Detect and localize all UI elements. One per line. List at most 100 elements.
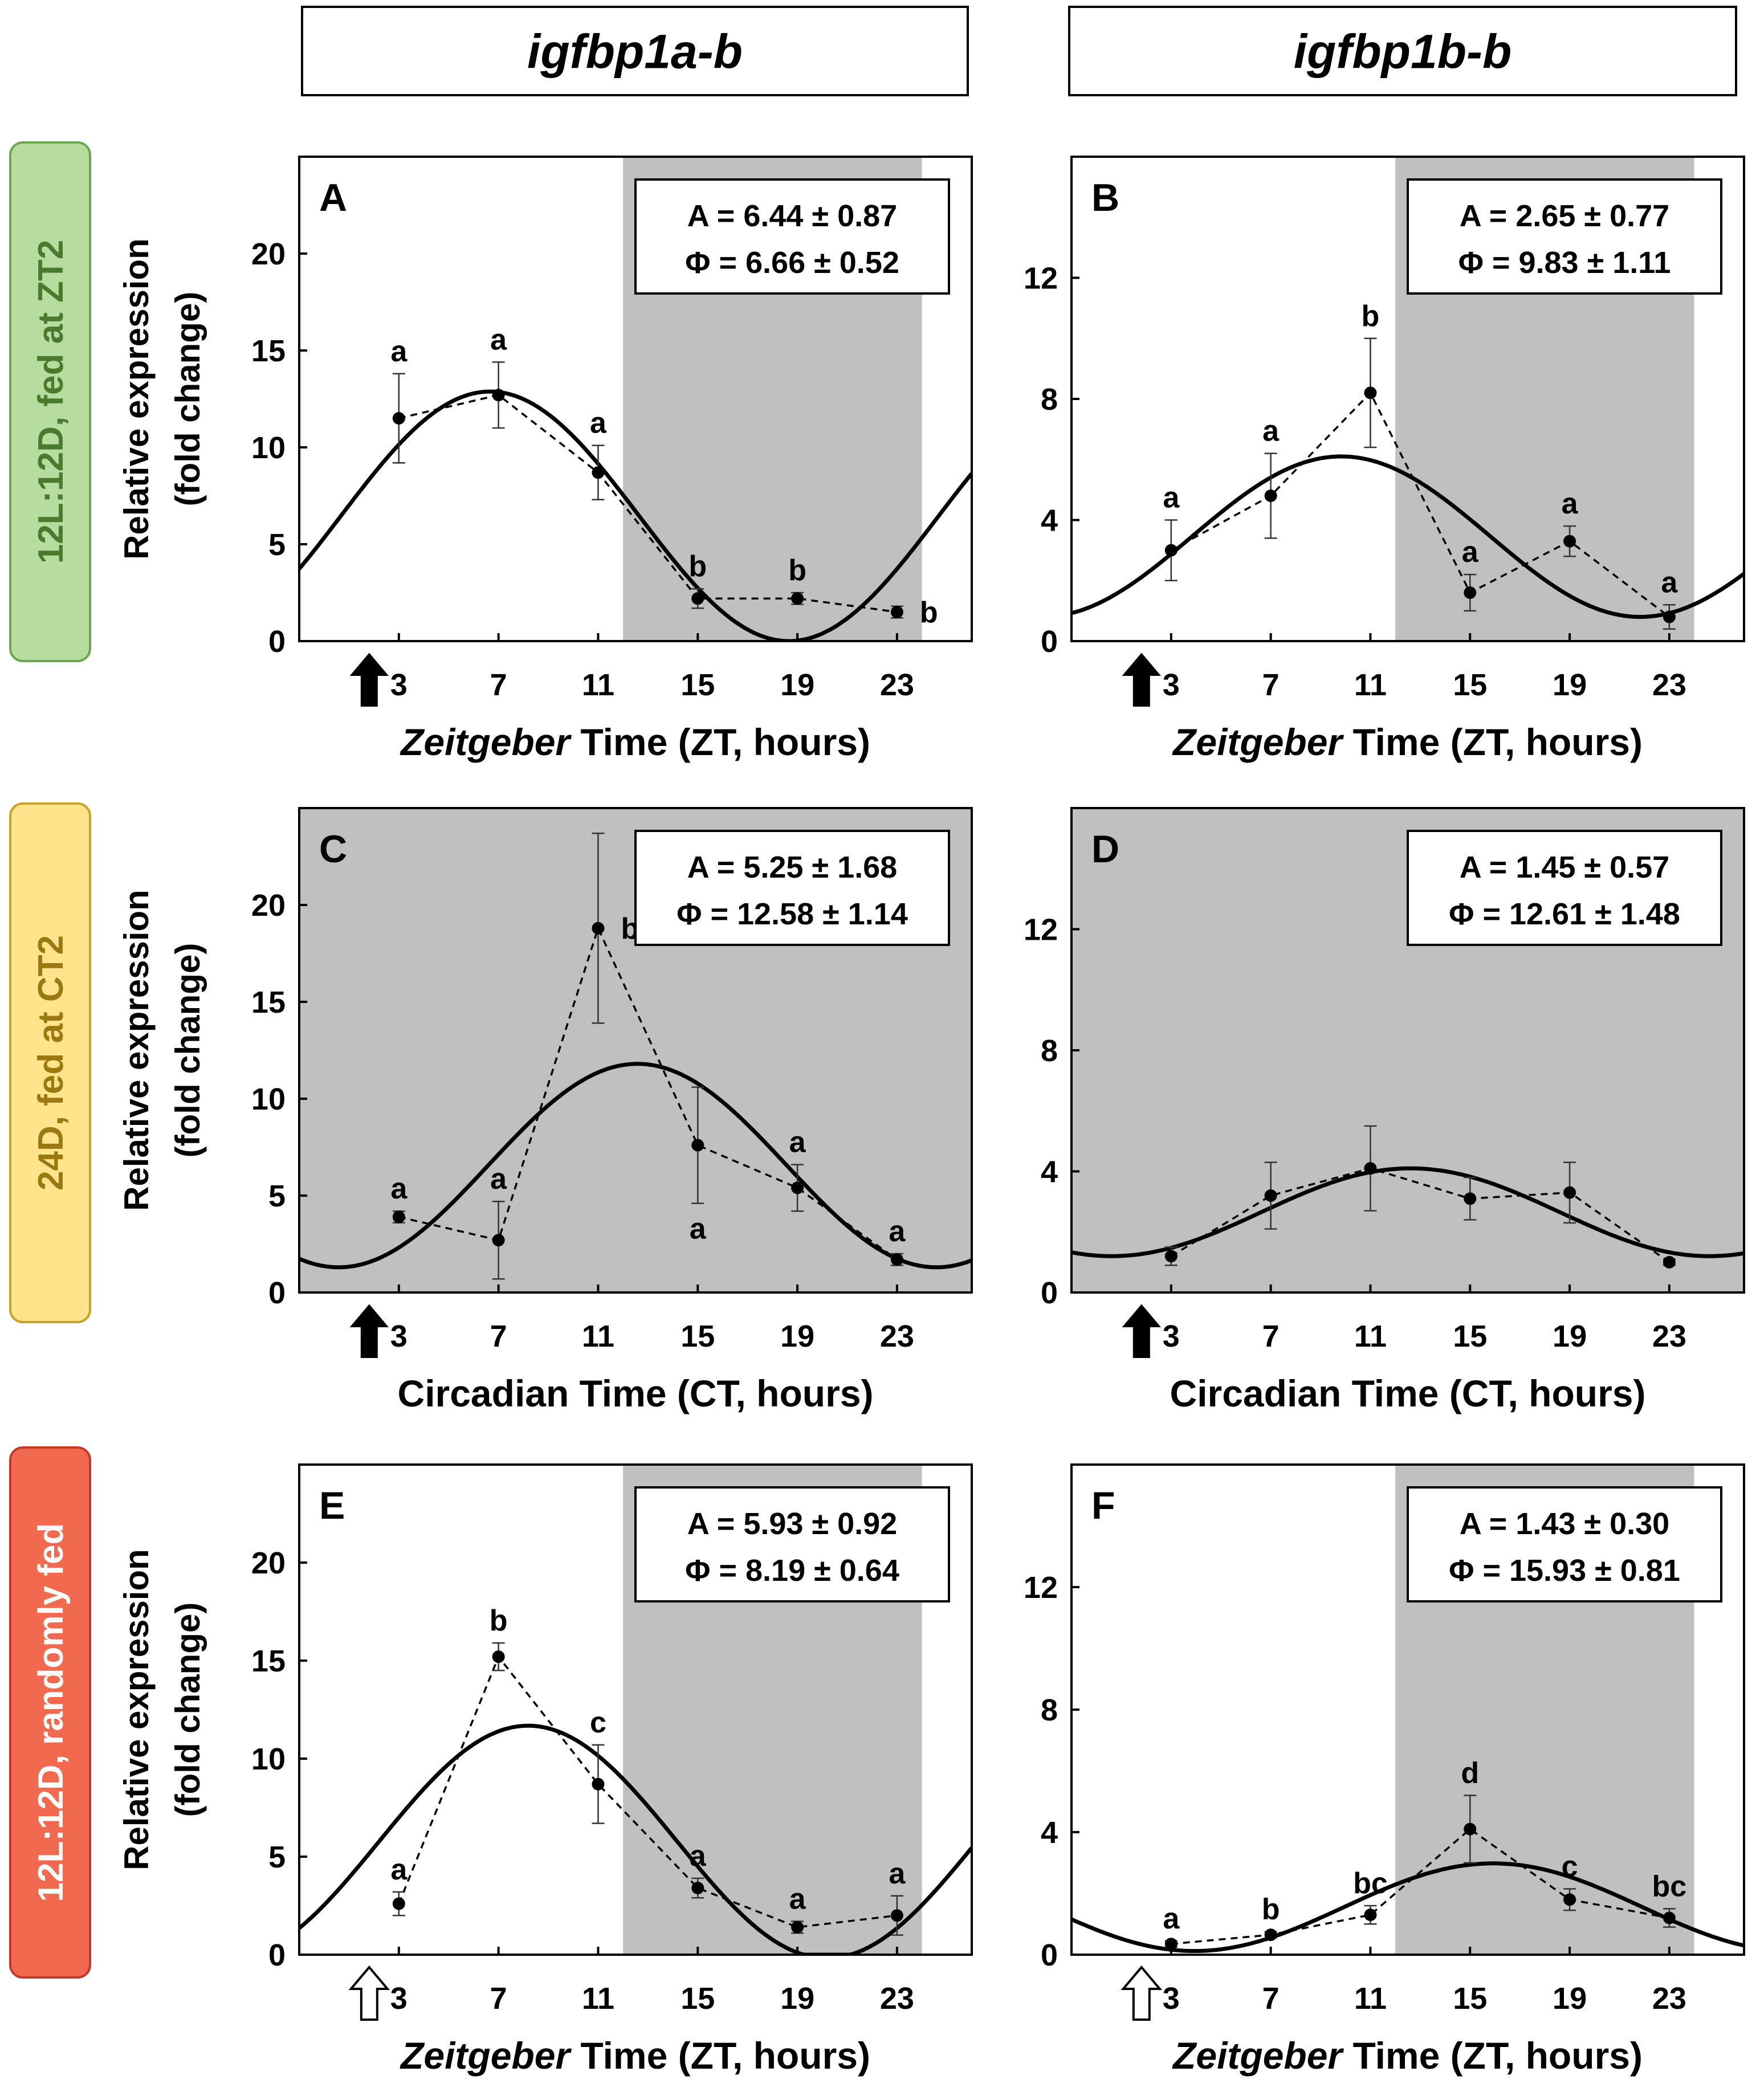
y-tick-label: 8 <box>1041 382 1058 417</box>
x-tick-label: 3 <box>1163 1319 1180 1353</box>
data-point <box>1464 1192 1476 1205</box>
x-tick-label: 19 <box>780 1981 814 2016</box>
x-tick-label: 7 <box>490 1319 507 1353</box>
x-tick-label: 3 <box>390 668 408 702</box>
x-tick-label: 7 <box>1262 1981 1280 2016</box>
data-point <box>592 1778 604 1791</box>
x-tick-label: 23 <box>880 1981 914 2016</box>
significance-letter: d <box>1461 1757 1479 1790</box>
feeding-time-arrow-icon <box>351 654 388 706</box>
x-tick-label: 19 <box>780 1319 814 1353</box>
data-point <box>1265 1928 1277 1941</box>
significance-letter: a <box>690 1213 707 1246</box>
significance-letter: b <box>688 550 707 583</box>
data-point <box>891 1909 903 1922</box>
x-tick-label: 19 <box>1553 1319 1587 1353</box>
x-tick-label: 11 <box>1354 1319 1387 1353</box>
data-point <box>592 466 604 479</box>
acrophase-value: Φ = 9.83 ± 1.11 <box>1458 246 1671 280</box>
x-tick-label: 23 <box>1652 668 1686 702</box>
amplitude-value: A = 6.44 ± 0.87 <box>687 199 897 233</box>
data-point <box>492 1234 505 1246</box>
data-point <box>1464 586 1476 599</box>
panel-letter: A <box>319 176 347 219</box>
data-point <box>492 389 505 401</box>
data-point <box>1165 544 1178 557</box>
panel-e: abcaaa051015203 7 11 15 19 23E A = 5.93 ± 0.92… <box>117 1465 972 2077</box>
y-tick-label: 20 <box>251 1546 286 1580</box>
panel-b: a a b a a a 0 4 8 12 3 7 11 15 19 23 B A = 2.65 ± 0.77 Φ =… <box>1024 157 1744 763</box>
significance-letter: b <box>1262 1893 1280 1926</box>
y-tick-label: 0 <box>268 1276 286 1310</box>
y-axis-label: (fold change) <box>169 1602 207 1817</box>
x-tick-label: 15 <box>1453 668 1487 702</box>
data-point <box>1265 490 1277 502</box>
data-point <box>1663 1912 1676 1924</box>
significance-letter: bc <box>1353 1867 1388 1900</box>
significance-letter: a <box>490 323 507 356</box>
data-point <box>1563 1186 1576 1199</box>
y-tick-label: 0 <box>1041 1938 1058 1972</box>
significance-letter: a <box>390 335 408 368</box>
y-axis-label: (fold change) <box>169 943 207 1158</box>
y-tick-label: 10 <box>251 1742 286 1776</box>
x-tick-label: 7 <box>490 1981 507 2016</box>
panel-letter: F <box>1091 1484 1115 1527</box>
y-tick-label: 15 <box>251 1644 286 1678</box>
significance-letter: b <box>920 596 938 629</box>
row-label: 24D, fed at CT2 <box>31 935 71 1190</box>
x-tick-label: 11 <box>582 668 614 702</box>
x-tick-label: 3 <box>1163 1981 1180 2016</box>
y-tick-label: 12 <box>1024 1571 1058 1605</box>
data-point <box>1563 1893 1576 1906</box>
x-tick-label: 15 <box>1453 1319 1487 1353</box>
y-tick-label: 4 <box>1041 1816 1058 1850</box>
y-tick-label: 5 <box>268 1840 286 1874</box>
x-tick-label: 23 <box>1652 1319 1686 1353</box>
y-tick-label: 8 <box>1041 1034 1058 1068</box>
data-point <box>592 922 604 935</box>
data-point <box>791 1921 804 1934</box>
data-point <box>1364 1162 1376 1175</box>
significance-letter: a <box>1262 415 1280 448</box>
y-tick-label: 15 <box>251 985 286 1020</box>
data-point <box>1563 535 1576 548</box>
y-tick-label: 20 <box>251 888 286 923</box>
x-tick-label: 19 <box>1553 1981 1587 2016</box>
y-tick-label: 15 <box>251 334 286 368</box>
data-point <box>393 1210 405 1223</box>
x-tick-label: 3 <box>390 1981 408 2016</box>
significance-letter: bc <box>1652 1870 1687 1903</box>
x-tick-label: 3 <box>390 1319 408 1353</box>
y-axis-label: (fold change) <box>169 292 207 507</box>
y-tick-label: 0 <box>1041 625 1058 659</box>
column-title: igfbp1a-b <box>527 25 743 79</box>
figure: igfbp1a-b igfbp1b-b 12L:12D, fed at ZT2 24D… <box>0 0 1756 2100</box>
data-point <box>691 592 704 605</box>
acrophase-value: Φ = 8.19 ± 0.64 <box>685 1553 899 1588</box>
acrophase-value: Φ = 12.61 ± 1.48 <box>1449 897 1680 931</box>
row-label: 12L:12D, fed at ZT2 <box>31 240 71 564</box>
panel-letter: C <box>319 827 347 871</box>
significance-letter: a <box>490 1163 507 1196</box>
significance-letter: c <box>1562 1850 1578 1883</box>
significance-letter: b <box>788 554 806 587</box>
x-tick-label: 11 <box>582 1319 614 1353</box>
amplitude-value: A = 1.43 ± 0.30 <box>1460 1507 1669 1541</box>
significance-letter: c <box>590 1706 606 1739</box>
data-point <box>891 606 903 618</box>
data-point <box>1165 1250 1178 1262</box>
acrophase-value: Φ = 6.66 ± 0.52 <box>685 246 899 280</box>
amplitude-value: A = 5.93 ± 0.92 <box>687 1507 897 1541</box>
significance-letter: a <box>889 1215 906 1248</box>
x-axis-label: Zeitgeber Time (ZT, hours) <box>1172 721 1643 763</box>
data-point <box>393 412 405 425</box>
acrophase-value: Φ = 12.58 ± 1.14 <box>677 897 908 931</box>
column-title: igfbp1b-b <box>1294 25 1512 79</box>
x-axis-label: Zeitgeber Time (ZT, hours) <box>400 2034 870 2077</box>
amplitude-value: A = 1.45 ± 0.57 <box>1460 850 1669 884</box>
data-point <box>1464 1823 1476 1836</box>
random-feeding-arrow-icon <box>351 1967 388 2020</box>
significance-letter: a <box>390 1853 408 1886</box>
x-axis-label: Circadian Time (CT, hours) <box>1170 1372 1646 1414</box>
